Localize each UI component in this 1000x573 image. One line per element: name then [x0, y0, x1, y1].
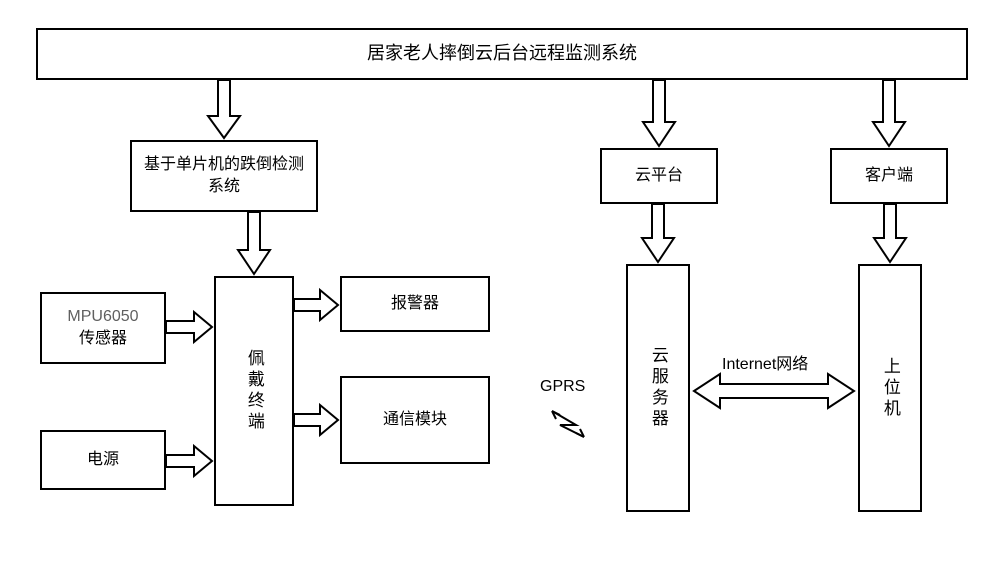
host-box: 上位机 — [858, 264, 922, 512]
cloud-server-box: 云服务器 — [626, 264, 690, 512]
internet-label: Internet网络 — [722, 350, 808, 374]
sensor-line2: 传感器 — [79, 328, 127, 350]
wearable-text: 佩戴终端 — [242, 349, 266, 433]
arrow-power-wearable — [166, 446, 214, 476]
arrow-cloudpf-server — [642, 204, 674, 264]
title-text: 居家老人摔倒云后台远程监测系统 — [367, 41, 637, 66]
comm-box: 通信模块 — [340, 376, 490, 464]
host-text: 上位机 — [878, 357, 902, 420]
mcu-system-box: 基于单片机的跌倒检测系统 — [130, 140, 318, 212]
alarm-box: 报警器 — [340, 276, 490, 332]
alarm-text: 报警器 — [391, 293, 439, 315]
client-box: 客户端 — [830, 148, 948, 204]
cloud-server-text: 云服务器 — [646, 346, 670, 430]
gprs-label: GPRS — [540, 378, 585, 396]
arrow-wearable-alarm — [294, 290, 340, 320]
sensor-line1: MPU6050 — [67, 306, 138, 328]
title-box: 居家老人摔倒云后台远程监测系统 — [36, 28, 968, 80]
cloud-platform-box: 云平台 — [600, 148, 718, 204]
arrow-title-mcu — [208, 80, 240, 140]
wearable-box: 佩戴终端 — [214, 276, 294, 506]
arrow-server-host-double — [694, 374, 854, 408]
mcu-text: 基于单片机的跌倒检测系统 — [144, 154, 304, 199]
arrow-sensor-wearable — [166, 312, 214, 342]
client-text: 客户端 — [865, 165, 913, 187]
power-box: 电源 — [40, 430, 166, 490]
sensor-box: MPU6050 传感器 — [40, 292, 166, 364]
arrow-title-cloud — [643, 80, 675, 148]
comm-text: 通信模块 — [383, 409, 447, 431]
power-text: 电源 — [87, 449, 119, 471]
internet-text: Internet网络 — [722, 356, 808, 373]
cloud-platform-text: 云平台 — [635, 165, 683, 187]
arrow-wearable-comm — [294, 405, 340, 435]
arrow-mcu-wearable — [238, 212, 270, 276]
gprs-lightning-icon — [548, 405, 588, 441]
arrow-title-client — [873, 80, 905, 148]
arrow-client-host — [874, 204, 906, 264]
gprs-text: GPRS — [540, 378, 585, 395]
